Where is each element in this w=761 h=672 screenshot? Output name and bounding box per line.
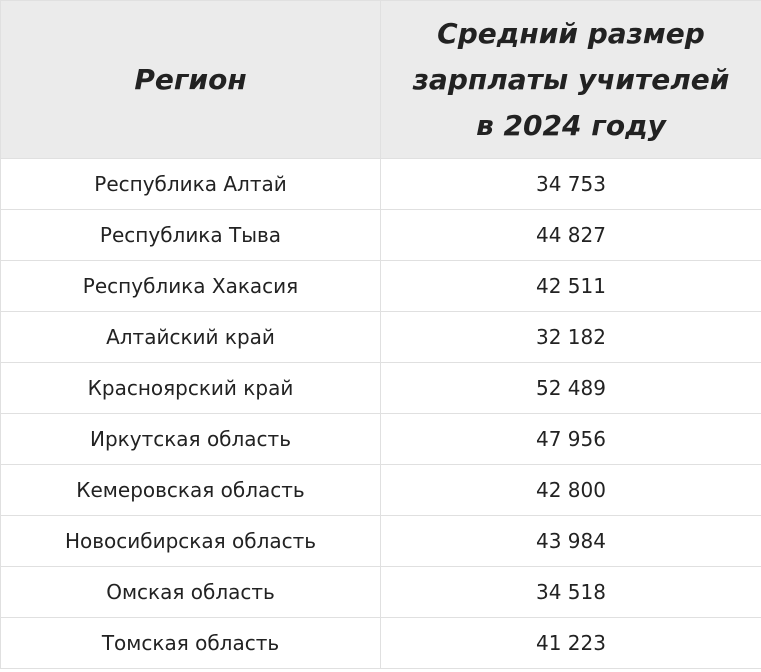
column-header-salary: Средний размер зарплаты учителей в 2024 … xyxy=(380,0,761,159)
salary-cell: 34 518 xyxy=(380,566,761,618)
table-header-row: Регион Средний размер зарплаты учителей … xyxy=(0,0,761,159)
region-cell: Томская область xyxy=(0,617,381,669)
salary-cell: 34 753 xyxy=(380,158,761,210)
table-row: Томская область 41 223 xyxy=(0,617,761,669)
column-header-salary-label: Средний размер зарплаты учителей в 2024 … xyxy=(412,16,730,142)
table-row: Республика Алтай 34 753 xyxy=(0,158,761,210)
table-row: Иркутская область 47 956 xyxy=(0,413,761,465)
region-cell: Омская область xyxy=(0,566,381,618)
salary-cell: 47 956 xyxy=(380,413,761,465)
table-row: Омская область 34 518 xyxy=(0,566,761,618)
region-cell: Красноярский край xyxy=(0,362,381,414)
region-cell: Алтайский край xyxy=(0,311,381,363)
region-cell: Иркутская область xyxy=(0,413,381,465)
salary-cell: 32 182 xyxy=(380,311,761,363)
column-header-region-label: Регион xyxy=(134,62,247,96)
table-row: Республика Тыва 44 827 xyxy=(0,209,761,261)
table-row: Красноярский край 52 489 xyxy=(0,362,761,414)
salary-cell: 43 984 xyxy=(380,515,761,567)
table-row: Алтайский край 32 182 xyxy=(0,311,761,363)
salary-cell: 41 223 xyxy=(380,617,761,669)
table-row: Новосибирская область 43 984 xyxy=(0,515,761,567)
salary-cell: 42 800 xyxy=(380,464,761,516)
region-cell: Республика Алтай xyxy=(0,158,381,210)
salary-cell: 44 827 xyxy=(380,209,761,261)
table-row: Кемеровская область 42 800 xyxy=(0,464,761,516)
region-cell: Кемеровская область xyxy=(0,464,381,516)
salary-cell: 52 489 xyxy=(380,362,761,414)
region-cell: Республика Хакасия xyxy=(0,260,381,312)
region-cell: Республика Тыва xyxy=(0,209,381,261)
salary-cell: 42 511 xyxy=(380,260,761,312)
column-header-region: Регион xyxy=(0,0,381,159)
region-cell: Новосибирская область xyxy=(0,515,381,567)
table-row: Республика Хакасия 42 511 xyxy=(0,260,761,312)
